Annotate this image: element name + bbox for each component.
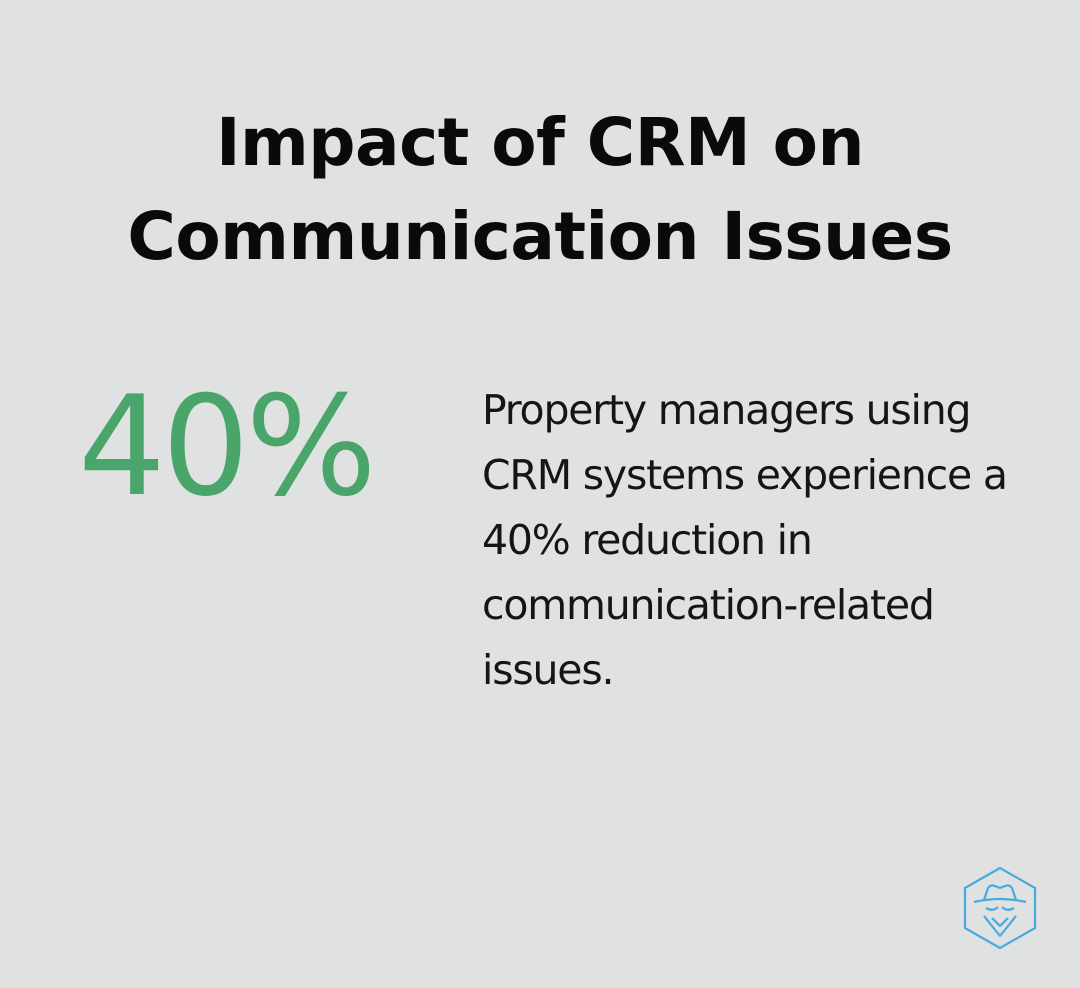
hexagon-spy-icon bbox=[963, 866, 1037, 950]
stat-description: Property managers using CRM systems expe… bbox=[482, 386, 1008, 694]
stat-value: 40% bbox=[78, 366, 377, 527]
page-title: Impact of CRM on Communication Issues bbox=[127, 104, 953, 275]
